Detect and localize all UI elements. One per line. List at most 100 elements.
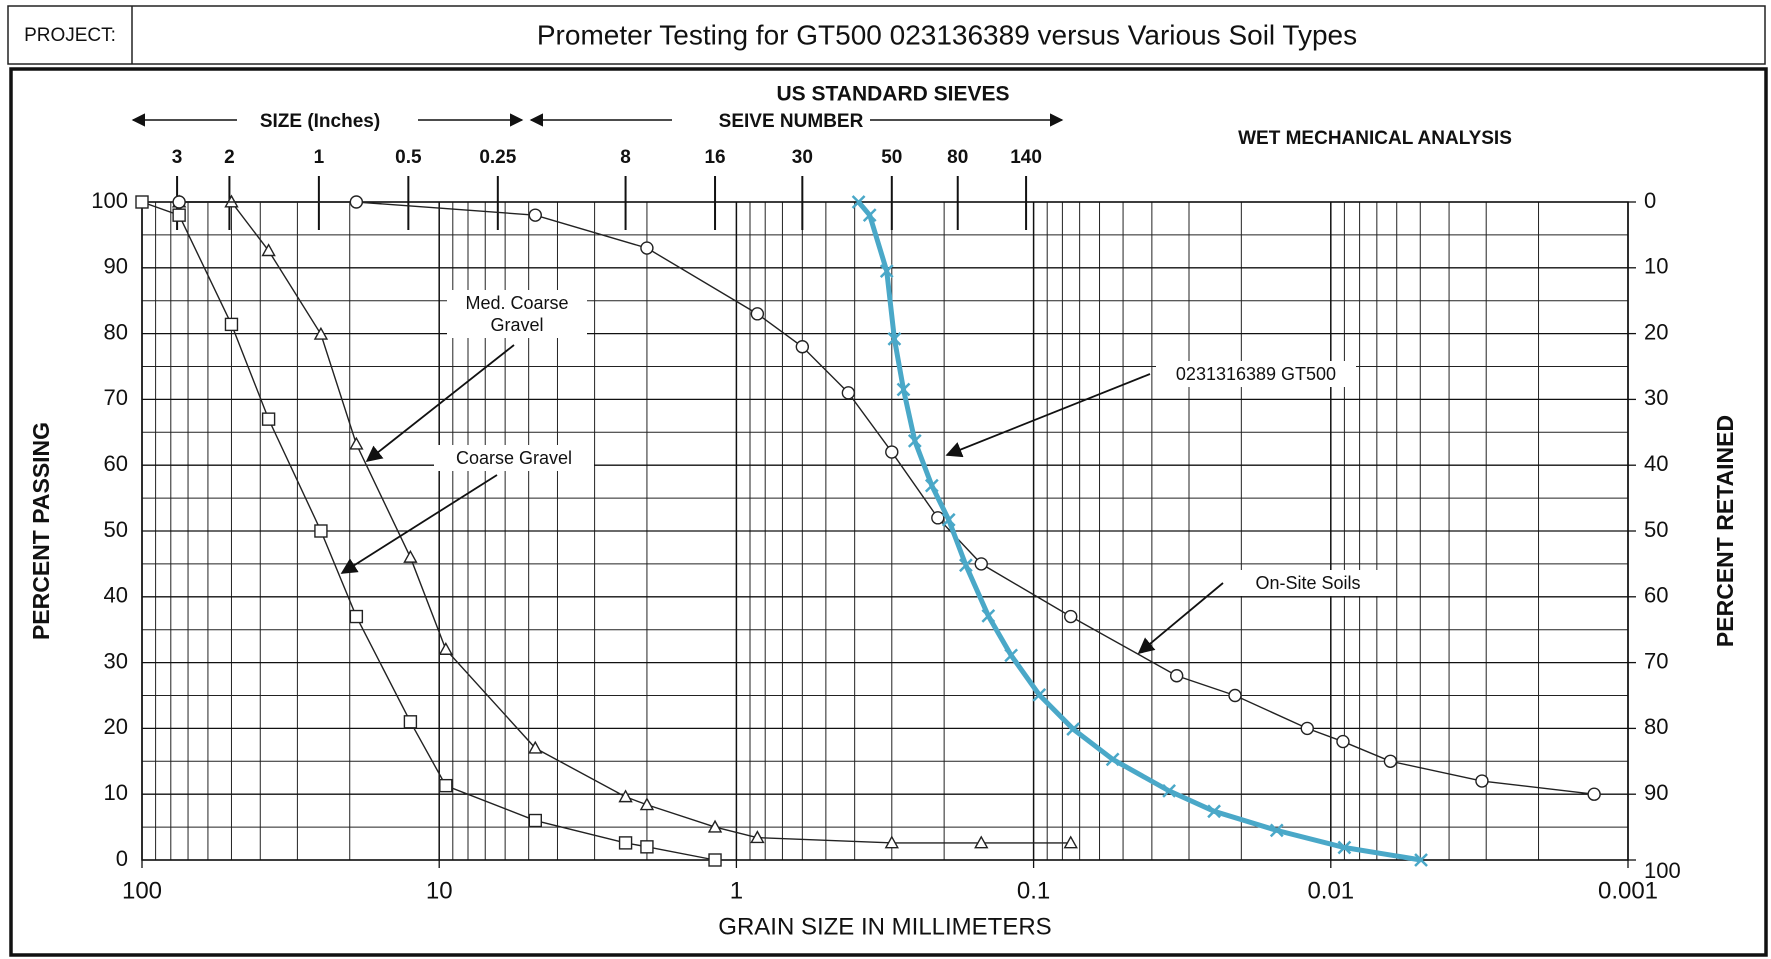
top-tick-label: 30 xyxy=(792,147,813,168)
marker xyxy=(640,241,654,255)
marker xyxy=(172,195,186,209)
top-tick-label: 8 xyxy=(620,147,631,168)
y2-tick-label: 100 xyxy=(1644,858,1681,883)
top-tick-label: 0.5 xyxy=(395,147,422,168)
marker xyxy=(403,715,418,729)
y2-tick-label: 60 xyxy=(1644,583,1668,608)
plot-border xyxy=(141,201,1629,861)
marker xyxy=(261,243,276,257)
marker xyxy=(981,608,996,623)
marker xyxy=(885,445,899,459)
marker xyxy=(974,557,988,571)
annotation: Med. Coarse Gravel xyxy=(447,290,587,338)
marker xyxy=(1269,823,1284,838)
y-tick-label: 20 xyxy=(104,714,128,739)
y2-tick-label: 20 xyxy=(1644,319,1668,344)
marker xyxy=(172,208,186,222)
top-label: SEIVE NUMBER xyxy=(719,111,864,132)
y-tick-label: 10 xyxy=(104,780,128,805)
marker xyxy=(528,740,543,754)
marker xyxy=(439,778,453,793)
marker xyxy=(1587,787,1601,801)
top-tick-label: 3 xyxy=(172,147,183,168)
marker xyxy=(879,264,894,278)
marker xyxy=(1337,840,1352,855)
y-tick-label: 80 xyxy=(104,319,128,344)
y2-tick-label: 90 xyxy=(1644,780,1668,805)
marker xyxy=(640,840,654,854)
marker xyxy=(438,641,454,655)
annotation: Coarse Gravel xyxy=(434,445,594,471)
chart-frame xyxy=(9,67,1768,957)
top-tick-label: 1 xyxy=(314,147,325,168)
y-tick-label: 100 xyxy=(91,188,128,213)
marker xyxy=(931,511,945,525)
y-tick-label: 60 xyxy=(104,451,128,476)
marker xyxy=(1004,648,1019,663)
marker xyxy=(1032,687,1047,702)
y2-tick-label: 30 xyxy=(1644,385,1668,410)
y2-tick-label: 70 xyxy=(1644,648,1668,673)
y2-tick-label: 80 xyxy=(1644,714,1668,739)
marker xyxy=(1228,688,1242,703)
top-tick-label: 0.25 xyxy=(479,147,516,168)
y2-tick-label: 10 xyxy=(1644,254,1668,279)
annotation-arrow xyxy=(1137,582,1224,655)
y-tick-label: 70 xyxy=(104,385,128,410)
annotation: On-Site Soils xyxy=(1233,570,1383,596)
top-tick-label: 140 xyxy=(1010,147,1042,168)
marker xyxy=(884,835,899,849)
marker xyxy=(1336,734,1350,749)
marker xyxy=(618,836,633,850)
x-tick-label: 10 xyxy=(426,877,453,904)
annotation-arrow xyxy=(340,474,498,574)
y-tick-label: 0 xyxy=(116,846,128,871)
top-label: US STANDARD SIEVES xyxy=(777,83,1010,106)
top-tick-label: 50 xyxy=(881,147,902,168)
marker xyxy=(349,195,364,209)
marker xyxy=(639,797,655,811)
marker xyxy=(349,609,364,624)
series-line xyxy=(179,201,1595,795)
marker xyxy=(750,830,765,844)
marker xyxy=(1475,774,1489,788)
marker xyxy=(403,549,418,563)
annotation: 0231316389 GT500 xyxy=(1156,361,1356,387)
marker xyxy=(528,208,542,222)
y2-axis-title: PERCENT RETAINED xyxy=(1712,415,1738,647)
marker xyxy=(618,789,633,803)
marker xyxy=(1383,754,1398,768)
marker xyxy=(907,433,922,448)
marker xyxy=(261,412,276,426)
x-axis-title: GRAIN SIZE IN MILLIMETERS xyxy=(718,913,1051,940)
top-label: WET MECHANICAL ANALYSIS xyxy=(1238,128,1512,149)
y2-tick-label: 40 xyxy=(1644,451,1668,476)
annotation-arrow xyxy=(365,344,515,463)
top-tick-label: 80 xyxy=(947,147,968,168)
y-tick-label: 30 xyxy=(104,648,128,673)
marker xyxy=(349,436,364,450)
y2-tick-label: 0 xyxy=(1644,188,1656,213)
x-tick-label: 1 xyxy=(730,877,743,904)
marker xyxy=(750,307,765,321)
header-box xyxy=(7,5,1766,65)
marker xyxy=(135,195,149,209)
marker xyxy=(1169,669,1184,683)
marker xyxy=(841,386,856,400)
x-tick-label: 0.001 xyxy=(1598,877,1658,904)
marker xyxy=(528,813,542,828)
project-label: PROJECT: xyxy=(24,25,116,46)
marker xyxy=(862,208,877,223)
marker xyxy=(1162,784,1176,798)
marker xyxy=(851,195,866,209)
marker xyxy=(958,558,973,573)
marker xyxy=(1105,752,1120,767)
marker xyxy=(1300,721,1314,736)
top-label: SIZE (Inches) xyxy=(260,111,380,132)
marker xyxy=(314,524,328,538)
chart-title: Prometer Testing for GT500 023136389 ver… xyxy=(537,19,1357,50)
marker xyxy=(795,340,810,354)
marker xyxy=(707,819,723,833)
